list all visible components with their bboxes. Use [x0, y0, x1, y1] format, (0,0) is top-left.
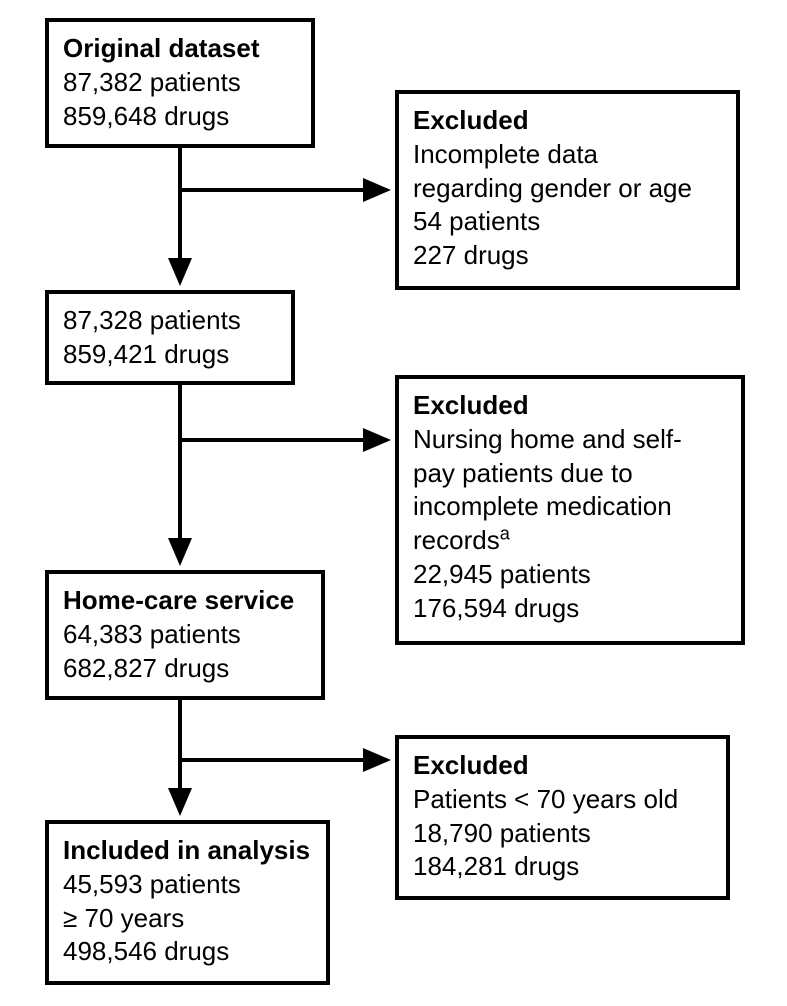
node-homecare-line-0: 64,383 patients [63, 618, 307, 652]
node-included-line-0: 45,593 patients [63, 868, 312, 902]
node-excl2-line-2: incomplete medication [413, 490, 727, 524]
node-excl2: Excluded Nursing home and self- pay pati… [395, 375, 745, 645]
node-excl3-line-2: 184,281 drugs [413, 850, 712, 884]
node-excl3: Excluded Patients < 70 years old 18,790 … [395, 735, 730, 900]
node-excl2-line-0: Nursing home and self- [413, 423, 727, 457]
node-excl1-line-1: regarding gender or age [413, 172, 722, 206]
node-excl3-title: Excluded [413, 749, 712, 783]
node-excl1-title: Excluded [413, 104, 722, 138]
node-included-line-1: ≥ 70 years [63, 902, 312, 936]
node-excl1-line-0: Incomplete data [413, 138, 722, 172]
node-homecare: Home-care service 64,383 patients 682,82… [45, 570, 325, 700]
node-excl2-line-1: pay patients due to [413, 457, 727, 491]
node-step2: 87,328 patients 859,421 drugs [45, 290, 295, 385]
node-step2-line-0: 87,328 patients [63, 304, 277, 338]
node-excl1: Excluded Incomplete data regarding gende… [395, 90, 740, 290]
node-excl1-line-2: 54 patients [413, 205, 722, 239]
node-included-line-2: 498,546 drugs [63, 935, 312, 969]
node-included: Included in analysis 45,593 patients ≥ 7… [45, 820, 330, 985]
node-excl2-title: Excluded [413, 389, 727, 423]
node-excl1-line-3: 227 drugs [413, 239, 722, 273]
node-excl2-line-5: 176,594 drugs [413, 592, 727, 626]
node-original-line-0: 87,382 patients [63, 66, 297, 100]
node-excl2-line-3: recordsa [413, 524, 727, 558]
node-excl2-line-4: 22,945 patients [413, 558, 727, 592]
node-step2-line-1: 859,421 drugs [63, 338, 277, 372]
node-original-line-1: 859,648 drugs [63, 100, 297, 134]
node-excl3-line-0: Patients < 70 years old [413, 783, 712, 817]
node-homecare-title: Home-care service [63, 584, 307, 618]
node-included-title: Included in analysis [63, 834, 312, 868]
node-original-title: Original dataset [63, 32, 297, 66]
node-original: Original dataset 87,382 patients 859,648… [45, 18, 315, 148]
node-homecare-line-1: 682,827 drugs [63, 652, 307, 686]
node-excl3-line-1: 18,790 patients [413, 817, 712, 851]
